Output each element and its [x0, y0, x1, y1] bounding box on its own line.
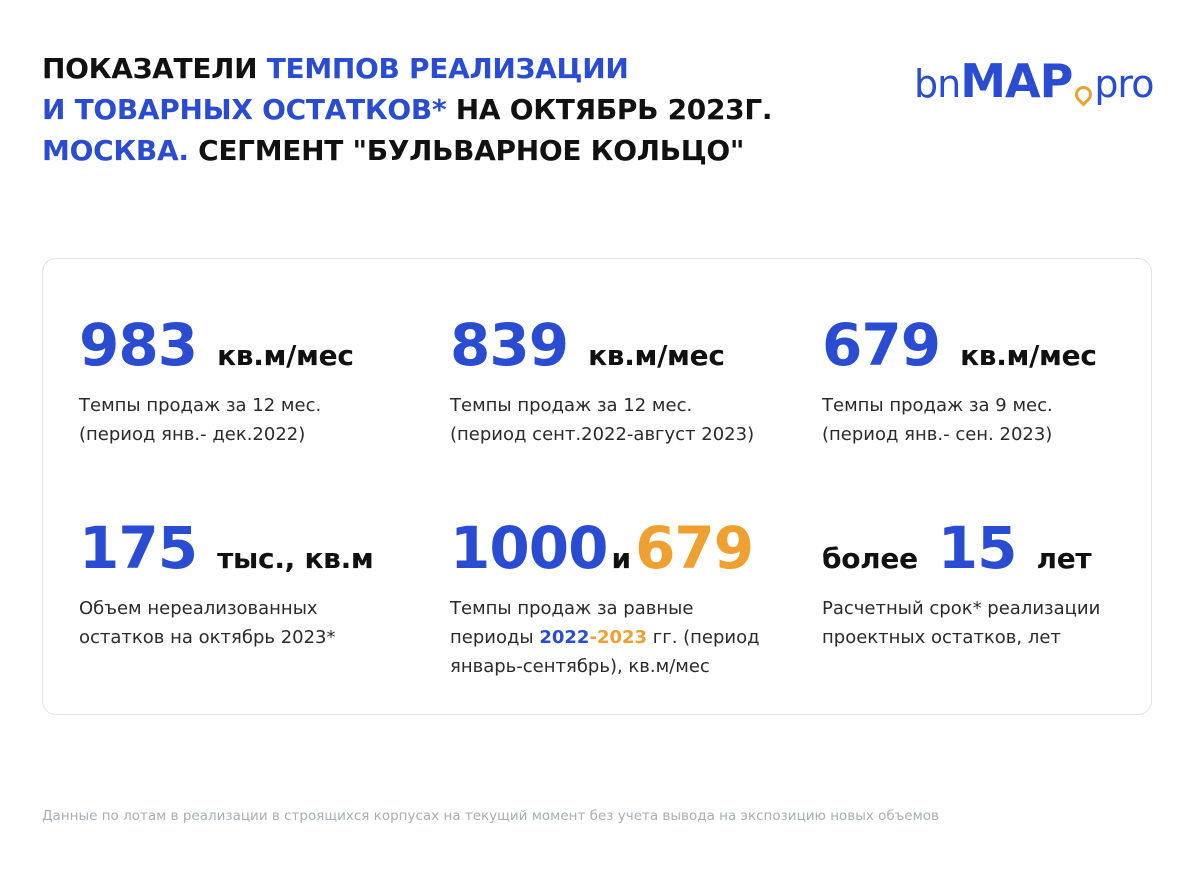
stat-value: 679: [822, 311, 941, 379]
stat-sales-9m: 679 кв.м/мес Темпы продаж за 9 мес. (пер…: [822, 309, 1152, 449]
stat-unit: кв.м/мес: [588, 339, 725, 372]
stat-value: 15: [937, 514, 1018, 582]
title-line-1: Показатели темпов реализации: [42, 52, 629, 85]
stat-conjunction: и: [611, 542, 632, 575]
stat-sales-2022: 983 кв.м/мес Темпы продаж за 12 мес. (пе…: [79, 309, 409, 449]
stat-description: Темпы продаж за 9 мес. (период янв.- сен…: [822, 395, 1053, 445]
page-title: Показатели темпов реализации и товарных …: [42, 48, 773, 171]
title-line-3: Москва. Сегмент "Бульварное кольцо": [42, 134, 745, 167]
stat-sales-12m: 839 кв.м/мес Темпы продаж за 12 мес. (пе…: [450, 309, 780, 449]
bnmap-logo: bnMAP pro: [914, 54, 1154, 108]
stat-realization-term: более 15 лет Расчетный срок* реализации …: [822, 512, 1152, 652]
stat-value-2023: 679: [635, 514, 754, 582]
stat-value-2022: 1000: [450, 514, 608, 582]
year-2022: 2022: [539, 627, 590, 648]
location-pin-icon: [1071, 82, 1096, 107]
stat-unit: кв.м/мес: [960, 339, 1097, 372]
stat-description: Темпы продаж за 12 мес. (период янв.- де…: [79, 395, 322, 445]
stat-description: Объем нереализованных остатков на октябр…: [79, 598, 336, 648]
stat-description: Расчетный срок* реализации проектных ост…: [822, 598, 1101, 648]
stat-description: Темпы продаж за 12 мес. (период сент.202…: [450, 395, 755, 445]
stat-sales-comparison: 1000 и 679 Темпы продаж за равные период…: [450, 512, 780, 681]
stat-value: 839: [450, 311, 569, 379]
footnote: Данные по лотам в реализации в строящихс…: [42, 808, 939, 824]
stat-prefix: более: [822, 542, 918, 575]
stat-unit: лет: [1036, 542, 1092, 575]
stat-unit: кв.м/мес: [217, 339, 354, 372]
stats-card: 983 кв.м/мес Темпы продаж за 12 мес. (пе…: [42, 258, 1152, 715]
stat-value: 175: [79, 514, 198, 582]
stat-unit: тыс., кв.м: [217, 542, 374, 575]
stat-unsold-volume: 175 тыс., кв.м Объем нереализованных ост…: [79, 512, 409, 652]
year-2023: 2023: [596, 627, 648, 648]
stat-description: Темпы продаж за равные периоды 2022-2023…: [450, 598, 760, 677]
stat-value: 983: [79, 311, 198, 379]
